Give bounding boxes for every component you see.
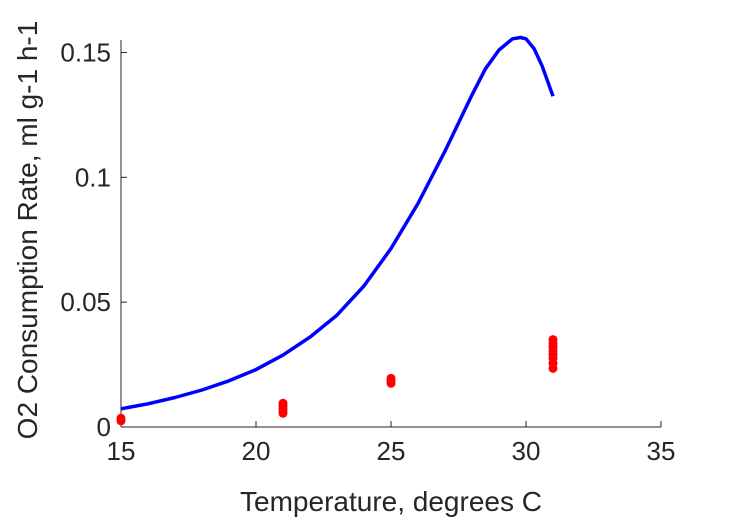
series-layer (116, 35, 558, 426)
x-tick-label: 35 (647, 436, 676, 466)
observation-point (116, 413, 126, 423)
observation-point (386, 373, 396, 383)
observation-point (278, 398, 288, 408)
model-curve-line (120, 35, 555, 411)
axes: 15 20 25 30 35 0 0.05 0.1 0.15 (60, 37, 675, 466)
y-tick-label: 0.15 (60, 37, 111, 67)
x-tick-label: 30 (512, 436, 541, 466)
x-tick-label: 15 (107, 436, 136, 466)
x-ticks: 15 20 25 30 35 (107, 421, 676, 466)
x-tick-label: 25 (377, 436, 406, 466)
y-ticks: 0 0.05 0.1 0.15 (60, 37, 127, 442)
observation-point (548, 335, 558, 345)
y-tick-label: 0 (97, 412, 111, 442)
x-axis-label: Temperature, degrees C (240, 486, 542, 517)
x-tick-label: 20 (242, 436, 271, 466)
y-tick-label: 0.1 (75, 162, 111, 192)
y-axis-label: O2 Consumption Rate, ml g-1 h-1 (12, 21, 43, 440)
y-tick-label: 0.05 (60, 287, 111, 317)
